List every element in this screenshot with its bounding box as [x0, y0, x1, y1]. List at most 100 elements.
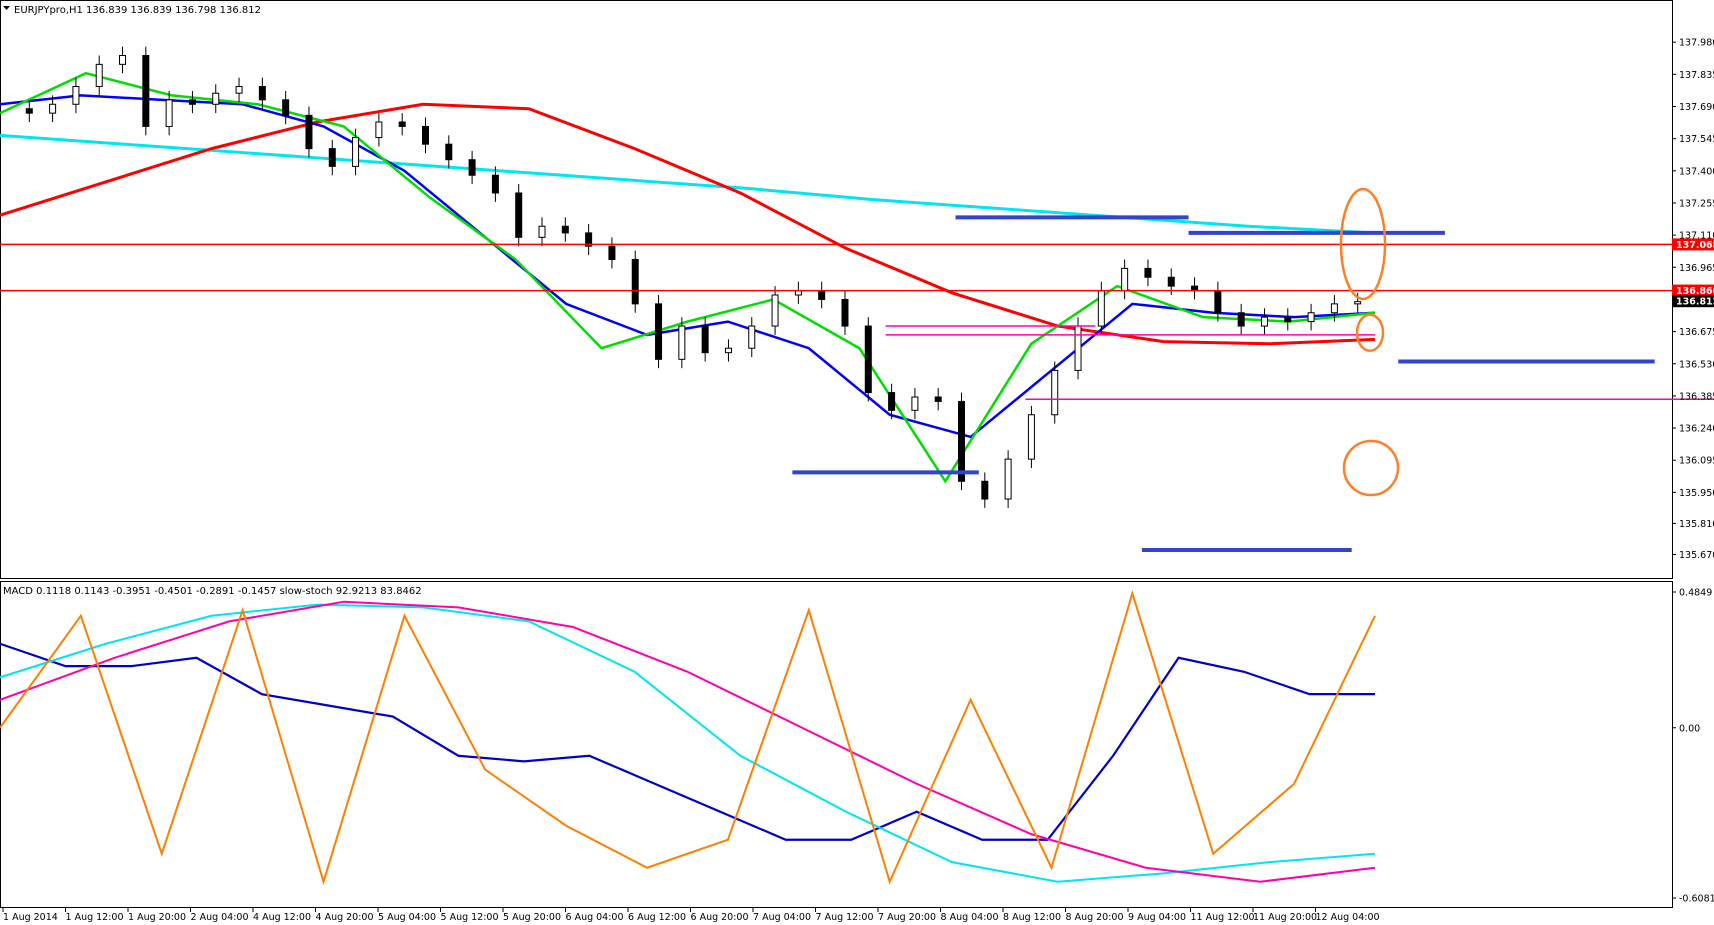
- time-tick-label: 5 Aug 12:00: [441, 912, 499, 923]
- candle-body: [1004, 458, 1012, 500]
- candle-body: [864, 325, 872, 394]
- candle-body: [981, 480, 989, 500]
- candle-body: [165, 99, 173, 127]
- time-tick-label: 5 Aug 20:00: [503, 912, 561, 923]
- macd-series-line: [0, 600, 1376, 883]
- candle-body: [1237, 312, 1245, 327]
- candle-body: [748, 325, 756, 349]
- menu-arrow-icon[interactable]: [3, 6, 10, 10]
- marker-ellipse: [1355, 313, 1385, 352]
- time-tick-label: 4 Aug 20:00: [316, 912, 374, 923]
- main-plot: [0, 0, 1714, 579]
- price-tick-label: 136.240: [1679, 424, 1714, 435]
- time-tick-label: 2 Aug 04:00: [191, 912, 249, 923]
- candle-body: [678, 325, 686, 360]
- price-tick-label: 137.255: [1679, 198, 1714, 209]
- candle-body: [468, 159, 476, 176]
- time-tick-label: 1 Aug 20:00: [128, 912, 186, 923]
- candle-body: [818, 290, 826, 300]
- candle-body: [655, 303, 663, 360]
- macd-series-line: [0, 589, 1376, 886]
- price-tag-label: 137.068: [1676, 240, 1714, 251]
- candle-body: [538, 225, 546, 238]
- price-tick-label: 136.675: [1679, 327, 1714, 338]
- candle-body: [1354, 301, 1362, 305]
- candle-body: [445, 143, 453, 161]
- price-tick-label: 137.690: [1679, 102, 1714, 113]
- candle-body: [398, 121, 406, 127]
- price-tick-label: 137.110: [1679, 231, 1714, 242]
- candle-body: [1074, 325, 1082, 371]
- time-tick-label: 8 Aug 12:00: [1003, 912, 1061, 923]
- candle-body: [328, 148, 336, 167]
- price-series-line: [0, 94, 1376, 439]
- macd-axis: 0.4849 0.00 -0.6081: [1672, 588, 1714, 905]
- marker-ellipse: [1339, 187, 1387, 301]
- candle-body: [1214, 290, 1222, 314]
- candle-body: [421, 125, 429, 145]
- time-tick-label: 12 Aug 04:00: [1316, 912, 1380, 923]
- candle-body: [1051, 369, 1059, 416]
- time-tick-label: 1 Aug 2014: [3, 912, 58, 923]
- candle-body: [1260, 316, 1268, 327]
- macd-tick-label: 0.00: [1679, 723, 1700, 734]
- time-tick-label: 5 Aug 04:00: [378, 912, 436, 923]
- marker-ellipse: [1342, 439, 1400, 497]
- price-series-line: [0, 102, 1376, 346]
- candle-body: [491, 174, 499, 194]
- candle-body: [49, 103, 57, 114]
- candle-body: [724, 347, 732, 354]
- candle-body: [305, 114, 313, 150]
- price-tag: [1672, 284, 1714, 297]
- price-tick-label: 136.095: [1679, 456, 1714, 467]
- price-tag-label: 136.812: [1676, 297, 1714, 308]
- candle-body: [72, 86, 80, 105]
- candle-body: [188, 99, 196, 105]
- candle-body: [282, 99, 290, 116]
- price-tick-label: 136.385: [1679, 391, 1714, 402]
- chart-header: EURJPYpro,H1: [14, 5, 83, 16]
- candle-body: [888, 392, 896, 411]
- candle-body: [375, 121, 383, 139]
- candle-body: [771, 294, 779, 327]
- price-tags: 137.068 136.860136.812: [1672, 238, 1714, 308]
- time-tick-label: 8 Aug 20:00: [1066, 912, 1124, 923]
- time-axis: 1 Aug 2014 1 Aug 12:00 1 Aug 20:00 2 Aug 04…: [2, 908, 1380, 923]
- candle-body: [1284, 316, 1292, 323]
- price-tick-label: 137.400: [1679, 166, 1714, 177]
- macd-tick-label: -0.6081: [1679, 894, 1714, 905]
- candle-body: [631, 259, 639, 305]
- macd-plot: [0, 581, 1673, 908]
- candle-body: [25, 108, 33, 114]
- candle-body: [701, 325, 709, 354]
- macd-tick-label: 0.4849: [1679, 588, 1712, 599]
- candle-body: [119, 54, 127, 65]
- candle-body: [212, 92, 220, 105]
- candle-body: [911, 396, 919, 411]
- price-tag: [1672, 238, 1714, 251]
- candle-body: [1330, 303, 1338, 314]
- candle-body: [515, 192, 523, 238]
- candle-body: [958, 400, 966, 482]
- price-tick-label: 136.530: [1679, 359, 1714, 370]
- time-tick-label: 6 Aug 20:00: [691, 912, 749, 923]
- time-tick-label: 9 Aug 04:00: [1128, 912, 1186, 923]
- candle-body: [561, 225, 569, 234]
- price-tick-label: 137.980: [1679, 38, 1714, 49]
- price-tick-label: 135.670: [1679, 550, 1714, 561]
- candle-body: [1307, 312, 1315, 323]
- candle-body: [585, 232, 593, 247]
- macd-series-line: [0, 603, 1376, 883]
- time-tick-label: 8 Aug 04:00: [941, 912, 999, 923]
- candle-body: [95, 63, 103, 88]
- candle-body: [1167, 276, 1175, 287]
- price-tick-label: 137.835: [1679, 70, 1714, 81]
- price-tick-label: 137.545: [1679, 134, 1714, 145]
- ohlc-readout: 136.839 136.839 136.798 136.812: [86, 5, 261, 16]
- price-tag: [1672, 295, 1714, 308]
- candle-body: [934, 396, 942, 402]
- candle-body: [1097, 290, 1105, 327]
- candle-body: [1121, 267, 1129, 292]
- price-series-line: [0, 71, 1376, 484]
